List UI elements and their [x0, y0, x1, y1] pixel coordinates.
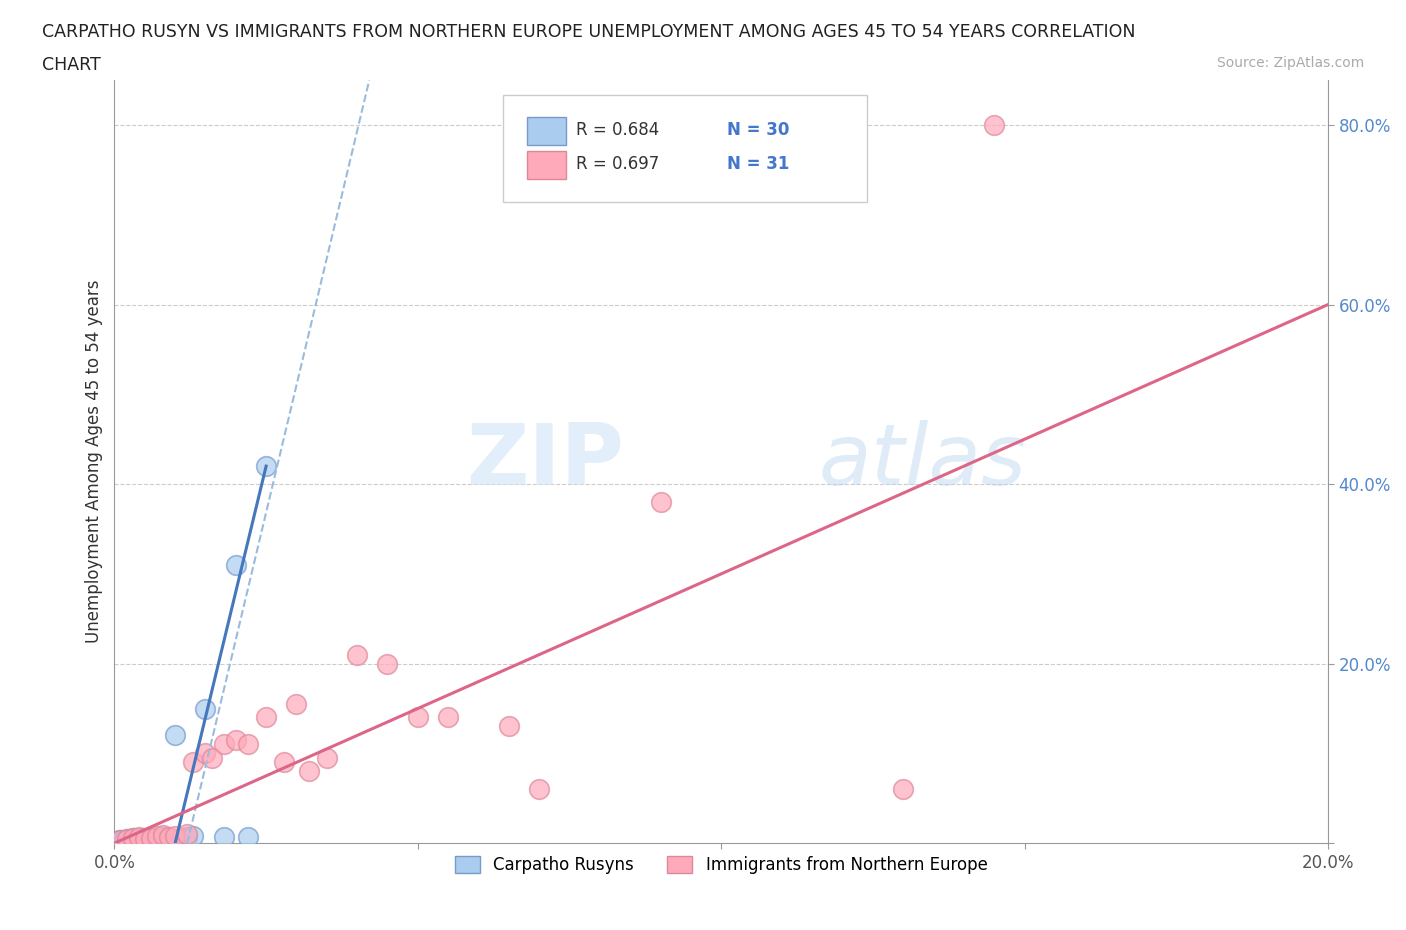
Point: [110, 832, 132, 847]
Point: [181, 755, 204, 770]
Text: R = 0.684: R = 0.684: [575, 122, 659, 140]
Point: [891, 782, 914, 797]
Point: [181, 829, 204, 844]
Point: [650, 495, 672, 510]
Point: [157, 830, 180, 845]
Point: [107, 834, 129, 849]
Text: R = 0.697: R = 0.697: [575, 155, 659, 173]
Point: [134, 830, 156, 845]
Point: [498, 719, 520, 734]
Point: [165, 728, 187, 743]
Point: [128, 831, 150, 846]
Text: atlas: atlas: [818, 420, 1026, 503]
Point: [225, 557, 247, 572]
Point: [254, 710, 277, 724]
Point: [128, 830, 150, 845]
Point: [134, 832, 156, 847]
Point: [139, 830, 162, 845]
Point: [115, 831, 138, 846]
Point: [406, 710, 429, 724]
Point: [437, 710, 460, 724]
Point: [194, 746, 217, 761]
Point: [121, 831, 143, 846]
Text: Source: ZipAtlas.com: Source: ZipAtlas.com: [1216, 56, 1364, 70]
Point: [236, 737, 259, 751]
Point: [110, 833, 132, 848]
Point: [346, 647, 368, 662]
Point: [139, 830, 162, 845]
Text: CHART: CHART: [42, 56, 101, 73]
Point: [297, 764, 319, 778]
FancyBboxPatch shape: [527, 151, 565, 179]
Point: [212, 737, 235, 751]
Y-axis label: Unemployment Among Ages 45 to 54 years: Unemployment Among Ages 45 to 54 years: [86, 280, 103, 644]
Point: [128, 830, 150, 844]
Point: [121, 832, 143, 847]
Point: [377, 657, 399, 671]
Point: [157, 830, 180, 844]
Point: [170, 830, 193, 845]
Text: ZIP: ZIP: [467, 420, 624, 503]
Point: [194, 701, 217, 716]
Text: N = 31: N = 31: [727, 155, 790, 173]
Point: [139, 831, 162, 846]
Point: [146, 831, 169, 846]
Point: [146, 829, 169, 844]
Point: [134, 831, 156, 846]
Point: [121, 830, 143, 845]
Point: [115, 831, 138, 846]
Point: [983, 117, 1005, 132]
Point: [115, 834, 138, 849]
Point: [115, 832, 138, 847]
Point: [112, 833, 135, 848]
Point: [121, 833, 143, 848]
Point: [128, 833, 150, 848]
Point: [527, 782, 550, 797]
Point: [152, 830, 174, 844]
Point: [212, 830, 235, 844]
Legend: Carpatho Rusyns, Immigrants from Northern Europe: Carpatho Rusyns, Immigrants from Norther…: [449, 849, 994, 881]
Point: [285, 697, 308, 711]
Point: [165, 829, 187, 844]
Point: [273, 755, 295, 770]
Point: [315, 751, 337, 765]
Text: CARPATHO RUSYN VS IMMIGRANTS FROM NORTHERN EUROPE UNEMPLOYMENT AMONG AGES 45 TO : CARPATHO RUSYN VS IMMIGRANTS FROM NORTHE…: [42, 23, 1136, 41]
Point: [200, 751, 222, 765]
FancyBboxPatch shape: [527, 117, 565, 145]
Point: [176, 827, 198, 842]
Point: [152, 828, 174, 843]
Point: [254, 458, 277, 473]
Point: [176, 830, 198, 844]
Point: [110, 833, 132, 848]
Point: [121, 830, 143, 845]
Text: N = 30: N = 30: [727, 122, 790, 140]
FancyBboxPatch shape: [503, 96, 868, 202]
Point: [236, 830, 259, 844]
Point: [225, 733, 247, 748]
